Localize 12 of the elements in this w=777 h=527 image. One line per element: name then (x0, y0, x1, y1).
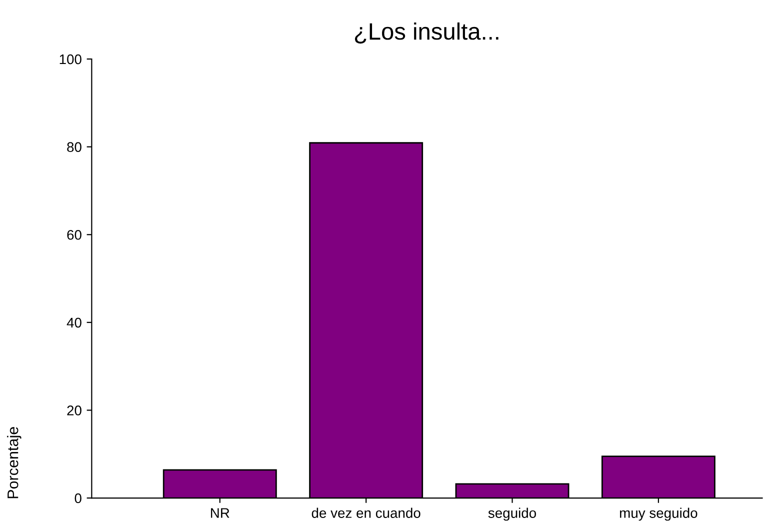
x-tick-label: NR (211, 508, 230, 518)
y-tick-label: 0 (74, 493, 82, 504)
y-tick-label: 80 (67, 142, 82, 152)
x-tick-label: seguido (488, 508, 536, 521)
x-tick-label: muy seguido (620, 508, 698, 521)
x-tick-label: de vez en cuando (312, 508, 420, 518)
y-axis-title: Porcentaje (7, 427, 22, 498)
y-tick-label: 60 (67, 230, 82, 240)
y-tick-label: 100 (60, 54, 82, 64)
y-tick-label: 20 (67, 406, 82, 416)
y-tick-label: 40 (66, 318, 82, 328)
chart-title: ¿Los insulta... (354, 22, 498, 44)
